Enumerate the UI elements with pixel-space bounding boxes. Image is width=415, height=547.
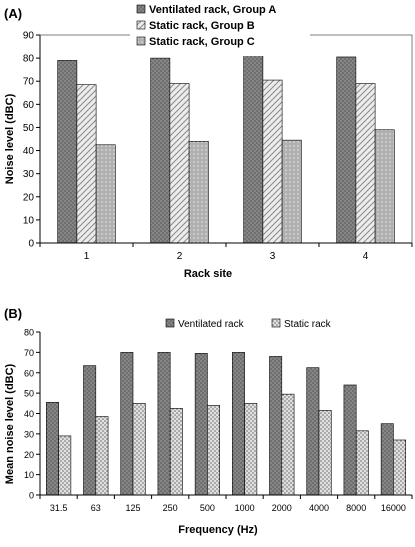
legend-swatch bbox=[136, 4, 146, 14]
bar-a-series1-2 bbox=[150, 57, 171, 244]
x-tick-label: 1000 bbox=[235, 503, 255, 513]
y-tick-label: 10 bbox=[24, 470, 34, 480]
bar-b-series1-63 bbox=[83, 365, 97, 496]
bar-b-series1-2000 bbox=[269, 356, 283, 496]
bar-a-series2-2 bbox=[169, 83, 190, 244]
bar-a-series2-4 bbox=[355, 83, 376, 244]
y-tick-label: 60 bbox=[24, 368, 34, 378]
bar-b-series1-4000 bbox=[306, 367, 320, 496]
bar-b-series1-31.5 bbox=[46, 401, 59, 496]
y-tick-label: 30 bbox=[23, 169, 35, 180]
panel-a-ylabel: Noise level (dBC) bbox=[4, 93, 16, 184]
legend-label: Static rack, Group C bbox=[149, 36, 255, 48]
legend-swatch bbox=[271, 318, 281, 328]
bar-b-series1-125 bbox=[120, 352, 134, 496]
y-tick-label: 40 bbox=[23, 146, 35, 157]
bar-b-series2-31.5 bbox=[58, 435, 72, 496]
y-tick-label: 20 bbox=[24, 450, 34, 460]
x-tick-label: 125 bbox=[125, 503, 140, 513]
y-tick-label: 60 bbox=[23, 100, 35, 111]
panel-b: (B) 0 10 20 30 40 50 60 70 80 31.5 63 125 250 500 100… bbox=[4, 306, 413, 536]
panel-b-legend: Ventilated rack Static rack bbox=[165, 318, 332, 330]
bar-b-series2-4000 bbox=[318, 410, 332, 496]
legend-swatch bbox=[136, 36, 146, 46]
bar-a-series3-3 bbox=[281, 139, 302, 244]
legend-swatch bbox=[136, 20, 146, 30]
a-legend-box bbox=[130, 0, 310, 56]
y-tick-label: 40 bbox=[24, 409, 34, 419]
bar-a-series1-3 bbox=[243, 53, 264, 244]
y-tick-label: 80 bbox=[24, 328, 34, 338]
x-tick-label: 4 bbox=[363, 251, 369, 262]
y-tick-label: 70 bbox=[23, 77, 35, 88]
x-tick-label: 1 bbox=[84, 251, 90, 262]
bar-a-series3-4 bbox=[374, 129, 395, 244]
bar-b-series1-16000 bbox=[380, 423, 394, 496]
y-tick-label: 80 bbox=[23, 54, 35, 65]
panel-a-xlabel: Rack site bbox=[184, 268, 232, 280]
y-tick-label: 50 bbox=[23, 123, 35, 134]
panel-a-label: (A) bbox=[4, 6, 22, 21]
x-tick-label: 500 bbox=[200, 503, 215, 513]
y-tick-label: 30 bbox=[24, 429, 34, 439]
panel-b-xlabel: Frequency (Hz) bbox=[178, 524, 258, 536]
legend-label: Ventilated rack bbox=[178, 319, 245, 330]
bar-b-series2-63 bbox=[95, 416, 109, 496]
x-tick-label: 250 bbox=[163, 503, 178, 513]
panel-a: (A) 0 10 20 30 40 50 60 70 80 90 1 2 3 4 Rack site N… bbox=[4, 0, 413, 280]
x-tick-label: 4000 bbox=[309, 503, 329, 513]
panel-b-label: (B) bbox=[4, 306, 22, 321]
bar-b-series2-2000 bbox=[281, 393, 295, 496]
bar-b-series2-250 bbox=[169, 408, 183, 496]
y-tick-label: 10 bbox=[23, 215, 35, 226]
legend-label: Static rack, Group B bbox=[149, 20, 255, 32]
x-tick-label: 8000 bbox=[346, 503, 366, 513]
bar-b-series1-1000 bbox=[232, 352, 245, 496]
y-tick-label: 90 bbox=[23, 31, 35, 42]
bar-b-series1-8000 bbox=[343, 384, 357, 496]
x-tick-label: 2 bbox=[177, 251, 183, 262]
bar-b-series2-125 bbox=[132, 403, 146, 496]
x-tick-label: 2000 bbox=[272, 503, 292, 513]
legend-label: Ventilated rack, Group A bbox=[149, 4, 276, 16]
bar-a-series3-1 bbox=[95, 144, 116, 244]
x-tick-label: 63 bbox=[91, 503, 101, 513]
x-tick-label: 16000 bbox=[381, 503, 406, 513]
bar-a-series2-1 bbox=[76, 84, 97, 244]
x-tick-label: 31.5 bbox=[50, 503, 68, 513]
y-tick-label: 0 bbox=[28, 239, 34, 250]
legend-label: Static rack bbox=[284, 319, 332, 330]
y-tick-label: 50 bbox=[24, 389, 34, 399]
panel-b-ylabel: Mean noise level (dBC) bbox=[4, 363, 16, 484]
panel-a-legend: Ventilated rack, Group A Static rack, Gro… bbox=[130, 0, 310, 56]
x-tick-label: 3 bbox=[270, 251, 276, 262]
y-tick-label: 20 bbox=[23, 192, 35, 203]
y-tick-label: 70 bbox=[24, 348, 34, 358]
bar-a-series3-2 bbox=[188, 141, 209, 244]
bar-b-series1-250 bbox=[157, 352, 171, 496]
bar-b-series1-500 bbox=[194, 353, 208, 496]
bar-a-series1-1 bbox=[57, 60, 78, 244]
bar-b-series2-16000 bbox=[393, 439, 406, 496]
bar-a-series1-4 bbox=[336, 56, 357, 244]
bar-b-series2-500 bbox=[207, 405, 220, 496]
bar-b-series2-8000 bbox=[355, 430, 369, 496]
y-tick-label: 0 bbox=[29, 491, 34, 501]
bar-b-series2-1000 bbox=[244, 403, 258, 496]
legend-swatch bbox=[165, 318, 175, 328]
bar-a-series2-3 bbox=[262, 79, 283, 244]
